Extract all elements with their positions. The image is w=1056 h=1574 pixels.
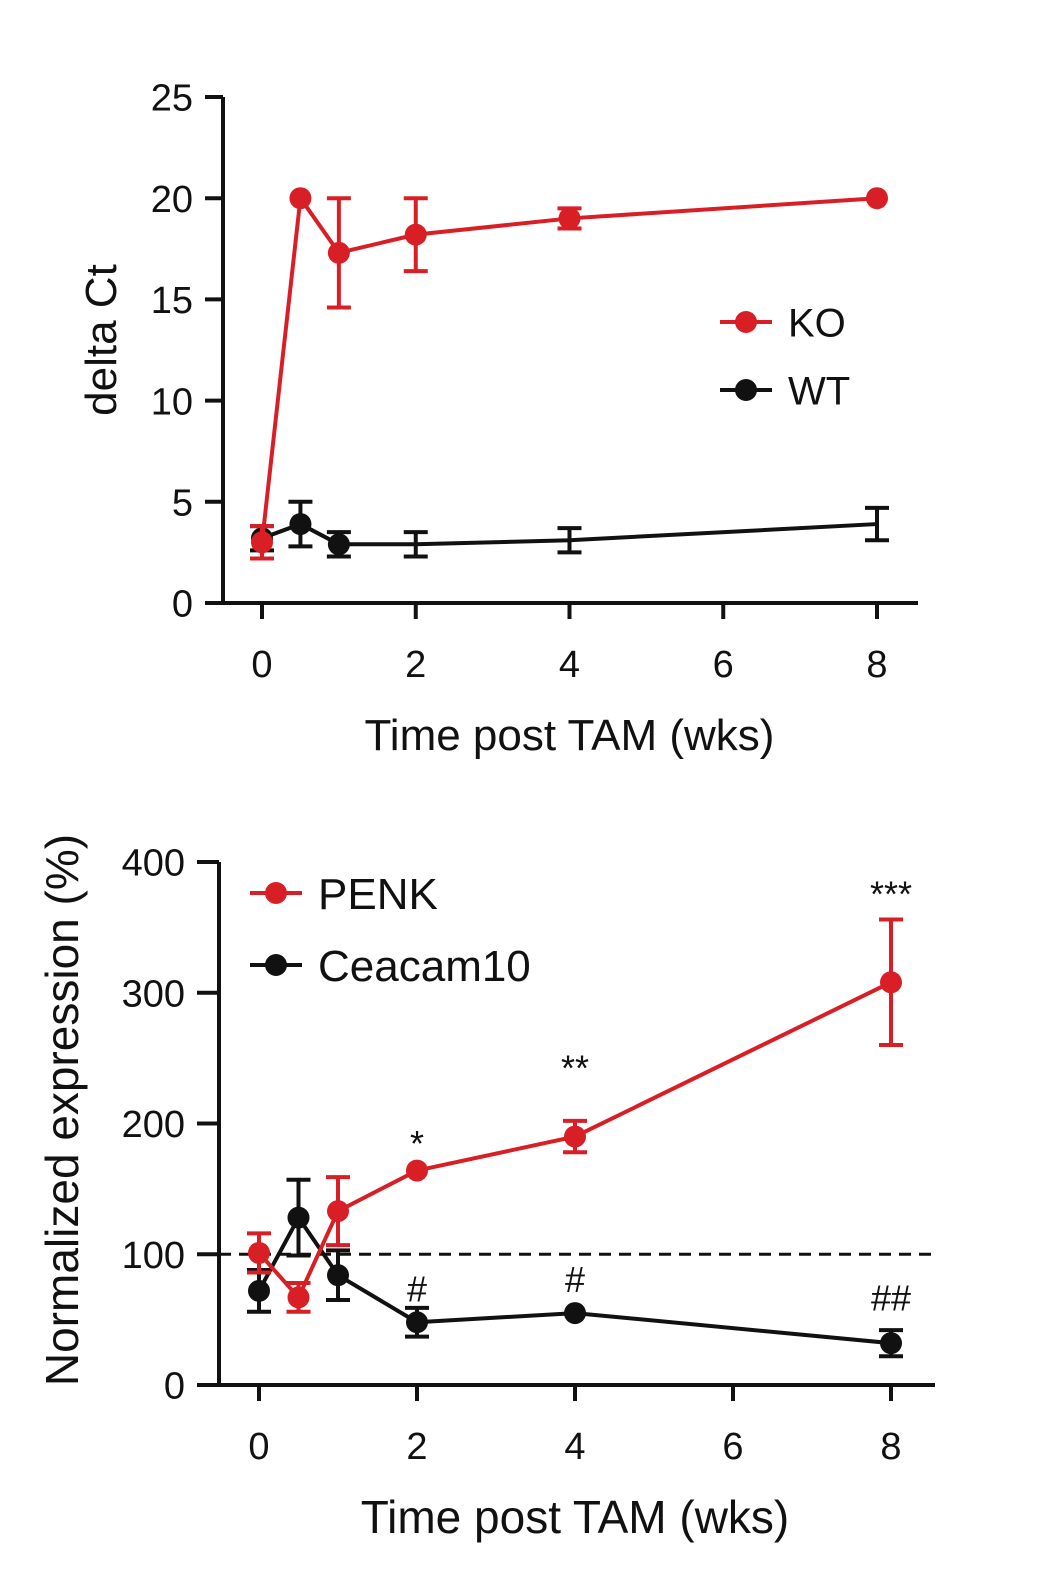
- x-axis-label: Time post TAM (wks): [361, 1491, 790, 1543]
- data-point: [289, 187, 312, 210]
- x-tick-label: 6: [722, 1426, 743, 1468]
- series-ko: [250, 187, 888, 561]
- x-tick-label: 4: [564, 1426, 585, 1468]
- legend: KO WT: [720, 301, 850, 413]
- y-tick-label: 200: [122, 1104, 185, 1146]
- data-point: [251, 531, 273, 554]
- legend-marker-penk: [265, 882, 287, 904]
- y-tick-label: 0: [164, 1366, 185, 1408]
- data-point: [327, 1200, 349, 1223]
- x-tick-label: 0: [251, 644, 272, 686]
- y-axis-label: Normalized expression (%): [36, 834, 88, 1386]
- significance-annotation: *: [410, 1123, 424, 1164]
- x-axis-label: Time post TAM (wks): [365, 711, 775, 760]
- legend-label-ko: KO: [788, 301, 846, 345]
- legend-marker-wt: [735, 379, 757, 401]
- x-tick-label: 2: [405, 644, 426, 686]
- legend-label-penk: PENK: [318, 870, 438, 919]
- series-penk: [247, 917, 903, 1314]
- y-tick-label: 25: [151, 78, 193, 120]
- data-point: [564, 1302, 586, 1325]
- data-point: [327, 241, 350, 264]
- series-wt: [250, 499, 889, 559]
- data-point: [327, 1264, 349, 1287]
- y-axis-label: delta Ct: [77, 264, 126, 416]
- chart-top-delta-ct: 0 5 10 15 20 25 0 2 4 6 8 Time post TAM (wks) delta …: [77, 78, 918, 760]
- significance-annotation: ##: [871, 1277, 911, 1318]
- legend-label-ceacam10: Ceacam10: [318, 942, 531, 991]
- significance-annotation: **: [561, 1047, 589, 1088]
- data-point: [287, 1206, 310, 1229]
- legend-marker-ceacam10: [265, 954, 287, 976]
- x-tick-label: 6: [713, 644, 734, 686]
- y-tick-label: 10: [151, 381, 193, 423]
- y-tick-label: 15: [151, 280, 193, 322]
- y-tick-label: 0: [172, 584, 193, 626]
- significance-annotation: #: [565, 1259, 585, 1300]
- series-line-ko: [260, 196, 878, 543]
- series-ceacam10: [247, 1177, 903, 1359]
- series-line-ceacam10: [257, 1215, 892, 1346]
- y-tick-label: 100: [122, 1235, 185, 1277]
- data-point: [406, 1311, 428, 1334]
- legend: PENK Ceacam10: [250, 870, 531, 991]
- x-tick-label: 4: [559, 644, 580, 686]
- x-tick-label: 8: [880, 1426, 901, 1468]
- y-tick-label: 400: [122, 843, 185, 885]
- legend-label-wt: WT: [788, 369, 850, 413]
- data-point: [406, 1159, 428, 1182]
- y-tick-label: 5: [172, 482, 193, 524]
- significance-annotation: #: [407, 1268, 427, 1309]
- data-point: [287, 1286, 310, 1309]
- x-tick-label: 2: [406, 1426, 427, 1468]
- y-tick-label: 20: [151, 179, 193, 221]
- significance-annotation: ***: [870, 873, 912, 914]
- data-point: [880, 971, 902, 994]
- data-point: [880, 1332, 902, 1355]
- data-point: [866, 187, 888, 210]
- data-point: [564, 1125, 586, 1148]
- data-point: [248, 1241, 270, 1264]
- data-point: [327, 533, 350, 556]
- x-tick-label: 0: [248, 1426, 269, 1468]
- legend-marker-ko: [735, 311, 757, 333]
- data-point: [558, 207, 581, 230]
- data-point: [404, 223, 427, 246]
- chart-bottom-normalized-expression: 0 100 200 300 400 0 2 4 6 8 Time post TAM (wks) Nor…: [36, 834, 937, 1543]
- data-point: [289, 513, 312, 536]
- data-point: [248, 1279, 270, 1302]
- y-tick-label: 300: [122, 973, 185, 1015]
- x-tick-label: 8: [866, 644, 887, 686]
